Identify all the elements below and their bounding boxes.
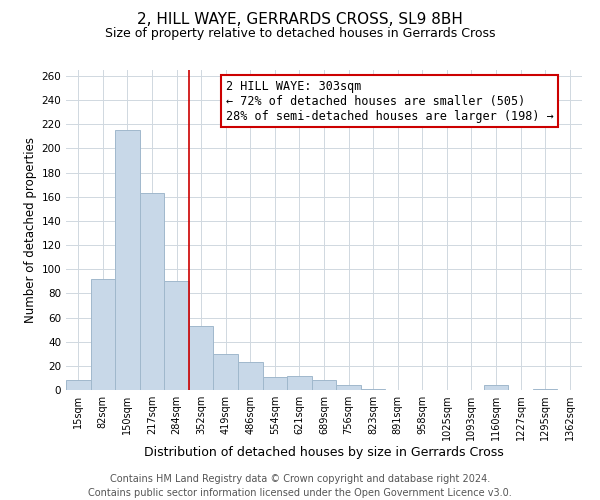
Bar: [287, 376, 312, 390]
Text: 2, HILL WAYE, GERRARDS CROSS, SL9 8BH: 2, HILL WAYE, GERRARDS CROSS, SL9 8BH: [137, 12, 463, 28]
Bar: [533, 389, 557, 390]
Text: 2 HILL WAYE: 303sqm
← 72% of detached houses are smaller (505)
28% of semi-detac: 2 HILL WAYE: 303sqm ← 72% of detached ho…: [226, 80, 554, 122]
Bar: [263, 376, 287, 390]
Bar: [164, 282, 189, 390]
Text: Size of property relative to detached houses in Gerrards Cross: Size of property relative to detached ho…: [105, 28, 495, 40]
Bar: [238, 362, 263, 390]
Bar: [91, 279, 115, 390]
Bar: [66, 380, 91, 390]
Bar: [189, 326, 214, 390]
Bar: [484, 385, 508, 390]
Bar: [336, 385, 361, 390]
Bar: [312, 380, 336, 390]
Bar: [214, 354, 238, 390]
Text: Contains HM Land Registry data © Crown copyright and database right 2024.
Contai: Contains HM Land Registry data © Crown c…: [88, 474, 512, 498]
Y-axis label: Number of detached properties: Number of detached properties: [24, 137, 37, 323]
X-axis label: Distribution of detached houses by size in Gerrards Cross: Distribution of detached houses by size …: [144, 446, 504, 459]
Bar: [115, 130, 140, 390]
Bar: [140, 193, 164, 390]
Bar: [361, 389, 385, 390]
